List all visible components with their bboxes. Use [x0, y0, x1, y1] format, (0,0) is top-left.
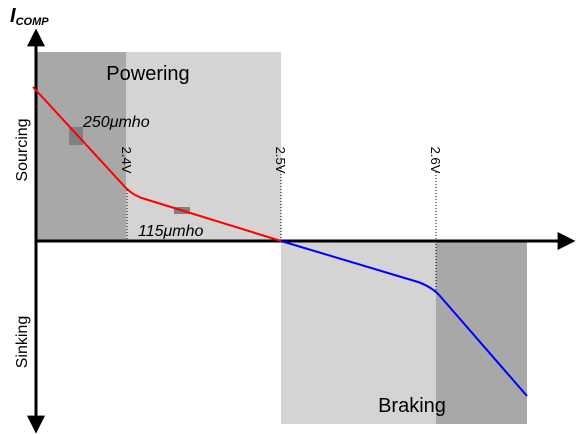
sinking-curve: [280, 240, 528, 397]
side-label: Sourcing: [14, 118, 31, 181]
axis-label-main: I: [10, 5, 16, 27]
region-label: Powering: [106, 63, 189, 85]
axis-label-subscript: COMP: [16, 16, 50, 28]
region-label: Braking: [378, 395, 446, 417]
axis-label: ICOMP: [10, 5, 49, 28]
voltage-label: 2.4V: [119, 147, 134, 174]
voltage-label: 2.6V: [428, 147, 443, 174]
voltage-label: 2.5V: [273, 147, 288, 174]
slope-label: 115μmho: [138, 223, 204, 240]
side-label: Sinking: [14, 316, 31, 368]
powering-dark-region: [36, 52, 126, 241]
sourcing-curve: [32, 86, 282, 242]
braking-dark-region: [436, 241, 527, 424]
slope-marker: [69, 127, 83, 145]
slope-label: 250μmho: [82, 114, 150, 131]
